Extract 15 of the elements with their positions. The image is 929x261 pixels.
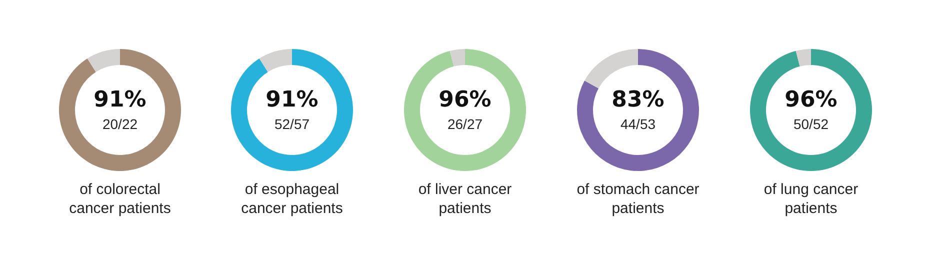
text: of liver cancer patients (417, 180, 513, 218)
text: 91% (94, 88, 146, 112)
text: 96% (438, 88, 492, 112)
text: 91% (266, 88, 318, 112)
text: 50/52 (793, 116, 829, 132)
text: 52/57 (274, 116, 310, 132)
text: 96% (784, 88, 838, 112)
text: of lung cancer patients (762, 180, 860, 218)
text: of stomach cancer patients (576, 180, 700, 218)
text: 26/27 (447, 116, 483, 132)
text: 20/22 (102, 116, 138, 132)
text: 44/53 (620, 116, 656, 132)
text: of esophageal cancer patients (240, 180, 344, 218)
text: of colorectal cancer patients (68, 180, 172, 218)
text: 83% (612, 88, 664, 112)
